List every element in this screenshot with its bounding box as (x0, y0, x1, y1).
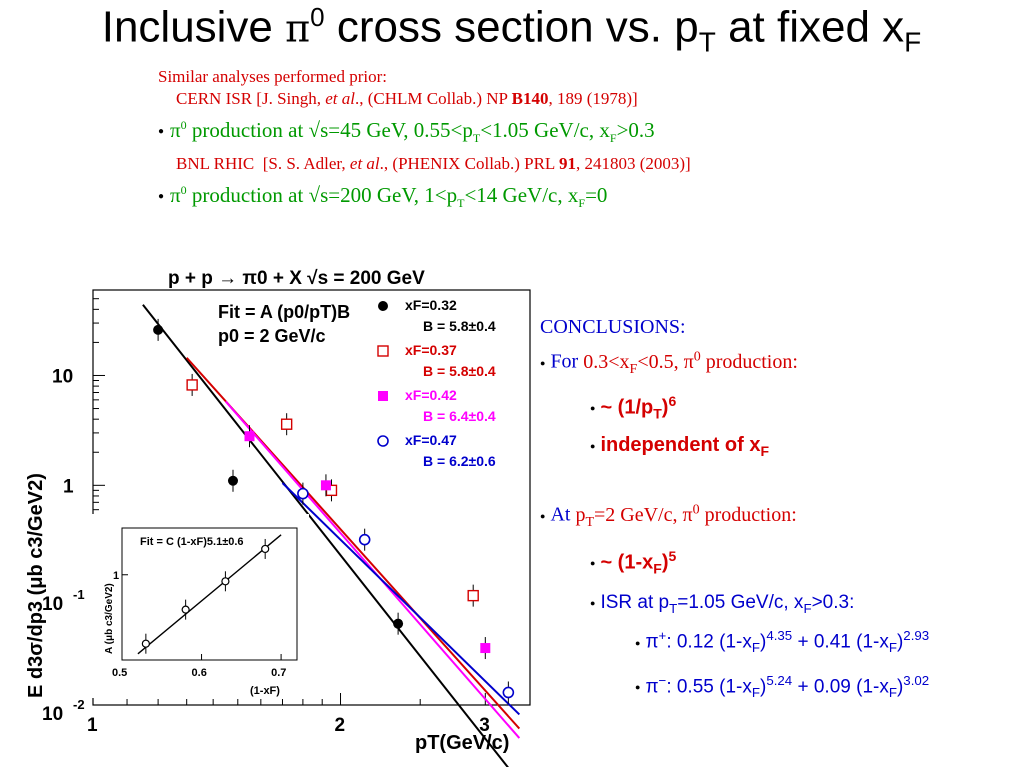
bullet-icon: ● (635, 637, 641, 648)
conclusion-1a: ● ~ (1/pT)6 (590, 392, 677, 422)
conclusion-2b1: ● π+: 0.12 (1-xF)4.35 + 0.41 (1-xF)2.93 (635, 628, 930, 656)
legend-marker (377, 435, 389, 447)
conclusion-1b: ● independent of xF (590, 434, 769, 460)
data-point (502, 686, 515, 699)
y-tick-label: 10 (42, 594, 63, 615)
inset-data-point (221, 577, 230, 586)
legend-marker (378, 301, 388, 311)
prior-heading: Similar analyses performed prior: (158, 67, 387, 86)
data-point (480, 643, 491, 654)
x-tick-label: 3 (479, 715, 490, 736)
data-point (320, 480, 331, 491)
fit-label-p0: p0 = 2 GeV/c (218, 326, 326, 346)
fit-line-3 (281, 482, 521, 716)
data-point (467, 589, 479, 602)
y-tick-label: 1 (63, 476, 74, 497)
bullet-isr: ● π0 production at √s=45 GeV, 0.55<pT<1.0… (158, 118, 655, 146)
legend-extra: B = 5.8±0.4 (423, 363, 496, 379)
data-point (186, 379, 198, 391)
conclusion-2: ● At pT=2 GeV/c, π0 production: (540, 502, 797, 530)
bullet-rhic: ● π0 production at √s=200 GeV, 1<pT<14 Ge… (158, 183, 608, 211)
inset-x-tick-label: 0.5 (112, 667, 127, 679)
slide-title: Inclusive π0 cross section vs. pT at fix… (101, 2, 922, 58)
inset-x-tick-label: 0.7 (271, 667, 286, 679)
x-tick-label: 1 (87, 715, 98, 736)
fit-line-0 (142, 304, 509, 767)
conclusions-heading: CONCLUSIONS: (540, 316, 686, 338)
inset-data-point (261, 544, 270, 554)
reference-bnl: BNL RHIC [S. S. Adler, et al., (PHENIX C… (176, 154, 691, 174)
data-point (244, 431, 255, 442)
data-point (153, 324, 164, 335)
legend-label: xF=0.42 (405, 387, 457, 403)
conclusion-2b: ● ISR at pT=1.05 GeV/c, xF>0.3: (590, 591, 855, 616)
bullet-icon: ● (590, 558, 596, 569)
legend-marker (377, 345, 389, 357)
reference-cern: CERN ISR [J. Singh, et al., (CHLM Collab… (176, 89, 638, 108)
x-axis-label: pT(GeV/c) (415, 732, 509, 754)
bullet-icon: ● (635, 681, 641, 692)
inset-x-tick-label: 0.6 (192, 667, 207, 679)
y-tick-label: 10 (42, 704, 63, 725)
conclusions-block: CONCLUSIONS: ● For 0.3<xF<0.5, π0 product… (540, 312, 965, 705)
conclusion-2a: ● ~ (1-xF)5 (590, 547, 677, 577)
legend-extra: B = 5.8±0.4 (423, 318, 496, 334)
conclusion-2b2: ● π−: 0.55 (1-xF)5.24 + 0.09 (1-xF)3.02 (635, 672, 930, 700)
bullet-icon: ● (590, 403, 596, 414)
y-axis-label: E d3σ/dp3 (μb c3/GeV2) (25, 473, 47, 698)
bullet-icon: ● (158, 191, 165, 203)
chart-title: p + p → π0 + X √s = 200 GeV (168, 268, 425, 289)
data-point (227, 475, 238, 486)
legend-extra: B = 6.2±0.6 (423, 453, 496, 469)
legend-marker (378, 391, 388, 401)
inset-fit-line (137, 534, 282, 655)
data-point (358, 533, 371, 546)
conclusion-1: ● For 0.3<xF<0.5, π0 production: (540, 349, 798, 377)
inset-title: Fit = C (1-xF)5.1±0.6 (140, 536, 244, 548)
data-point (280, 418, 293, 430)
data-point (393, 618, 404, 629)
bullet-icon: ● (158, 126, 165, 138)
inset-y-tick-label: 1 (113, 570, 119, 582)
legend-label: xF=0.37 (405, 342, 457, 358)
fit-label: Fit = A (p0/pT)B (218, 302, 350, 322)
plot-frame (92, 289, 531, 706)
data-point (325, 484, 338, 497)
inset-data-point (181, 605, 190, 614)
references-block: Similar analyses performed prior: CERN I… (158, 66, 691, 218)
y-tick-label: 10 (52, 366, 73, 387)
y-tick-exponent: -2 (73, 697, 85, 712)
inset-y-label: A (μb c3/GeV2) (104, 583, 115, 654)
data-point (297, 487, 309, 500)
cross-section-chart: p + p → π0 + X √s = 200 GeV pT(GeV/c) E d3… (25, 268, 531, 767)
bullet-icon: ● (540, 511, 546, 522)
legend-label: xF=0.47 (405, 432, 457, 448)
legend-label: xF=0.32 (405, 297, 457, 313)
bullet-icon: ● (540, 358, 546, 369)
bullet-icon: ● (590, 597, 596, 608)
bullet-icon: ● (590, 441, 596, 452)
legend-extra: B = 6.4±0.4 (423, 408, 496, 424)
inset-data-point (141, 639, 150, 648)
x-tick-label: 2 (335, 715, 346, 736)
y-tick-exponent: -1 (73, 587, 85, 602)
inset-x-label: (1-xF) (250, 685, 280, 697)
